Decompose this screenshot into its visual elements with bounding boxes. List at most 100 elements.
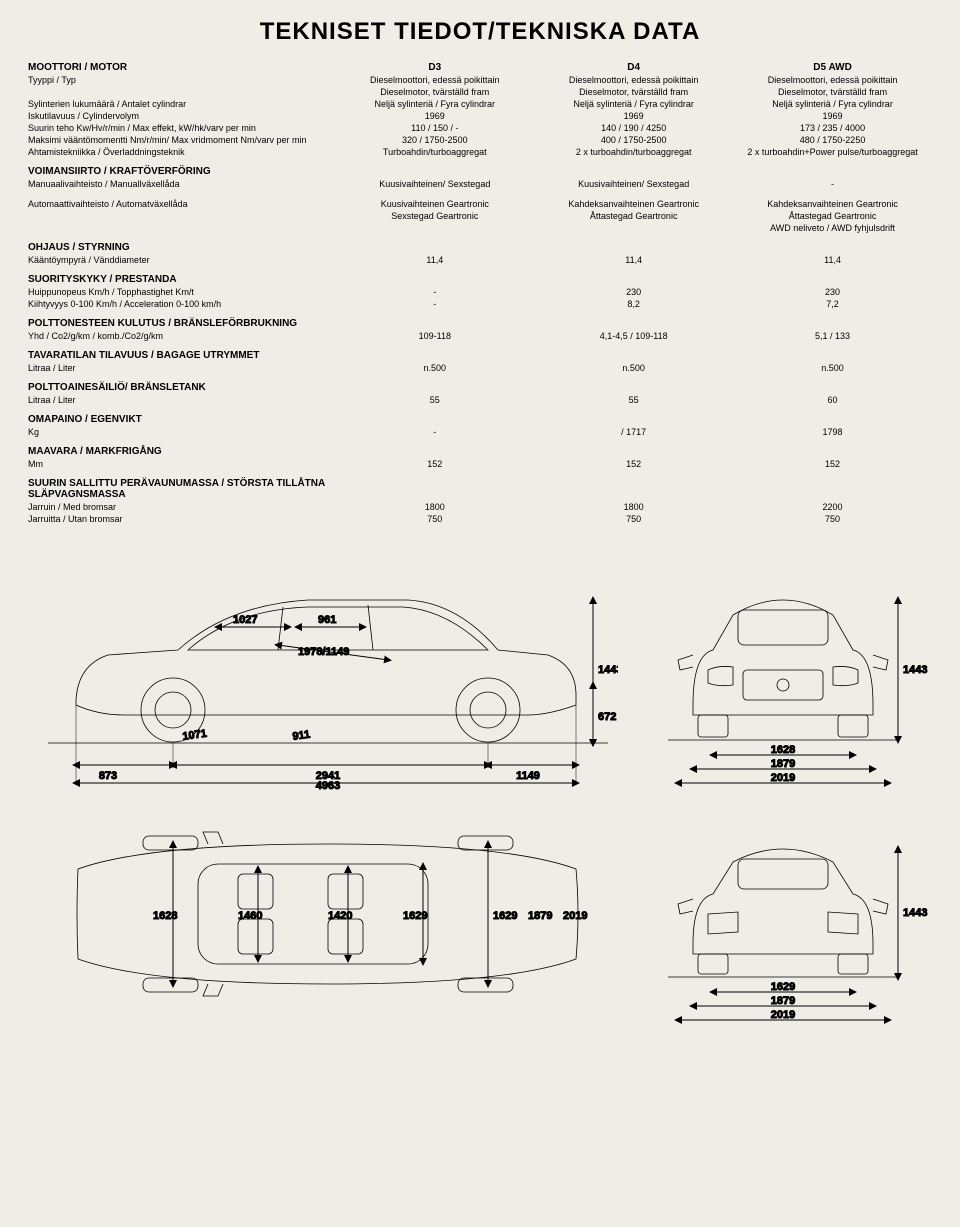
dim-side-a: 1027 [233,614,257,626]
cell: Kuusivaihteinen/ Sexstegad [335,178,534,190]
dim-side-c: 1978/1149 [298,646,349,658]
cell: Turboahdin/turboaggregat [335,146,534,158]
cell: Åttastegad Geartronic [733,210,932,222]
dim-side-b: 961 [318,614,336,626]
dim-f1-mw: 1879 [771,758,795,770]
cell: 2 x turboahdin/turboaggregat [534,146,733,158]
cell: 152 [534,458,733,470]
row-label: Mm [28,458,335,470]
row-label: Yhd / Co2/g/km / komb./Co2/g/km [28,330,335,342]
section-fuel: POLTTONESTEEN KULUTUS / BRÄNSLEFÖRBRUKNI… [28,310,335,330]
cell: Dieselmotor, tvärställd fram [733,86,932,98]
diagram-front2: 1443 1629 1879 2019 [638,814,928,1029]
cell: - [335,286,534,298]
cell: 11,4 [534,254,733,266]
page-title: TEKNISET TIEDOT/TEKNISKA DATA [28,18,932,46]
section-trans: VOIMANSIIRTO / KRAFTÖVERFÖRING [28,158,335,178]
row-label: Automaattivaihteisto / Automatväxellåda [28,198,335,210]
dim-side-ohf: 873 [99,770,117,782]
dim-top-g: 2019 [563,910,587,922]
dim-f2-tw: 1629 [771,981,795,993]
dim-side-e: 911 [292,729,311,743]
dim-top-c: 1420 [328,910,352,922]
row-label [28,86,335,98]
cell: 109-118 [335,330,534,342]
row-label: Jarruitta / Utan bromsar [28,513,335,525]
cell: 11,4 [335,254,534,266]
dim-top-a: 1628 [153,910,177,922]
row-label: Huippunopeus Km/h / Topphastighet Km/t [28,286,335,298]
row-label: Litraa / Liter [28,362,335,374]
row-label: Sylinterien lukumäärä / Antalet cylindra… [28,98,335,110]
cell: 750 [733,513,932,525]
cell: 152 [335,458,534,470]
header-d4: D4 [534,62,733,74]
diagram-area: 1027 961 1978/1149 873 2941 1149 4963 [28,555,932,1029]
cell: 400 / 1750-2500 [534,134,733,146]
dim-side-g: 672 [598,711,616,723]
cell: Kuusivaihteinen Geartronic [335,198,534,210]
cell: - [733,178,932,190]
row-label: Kg [28,426,335,438]
section-clearance: MAAVARA / MARKFRIGÅNG [28,438,335,458]
cell: 320 / 1750-2500 [335,134,534,146]
cell: 2 x turboahdin+Power pulse/turboaggregat [733,146,932,158]
cell: 750 [335,513,534,525]
dim-top-b: 1460 [238,910,262,922]
cell: Sexstegad Geartronic [335,210,534,222]
diagram-side: 1027 961 1978/1149 873 2941 1149 4963 [28,555,618,790]
cell: 1800 [335,501,534,513]
dim-top-d: 1629 [403,910,427,922]
row-label [28,210,335,222]
cell: 230 [733,286,932,298]
cell: 1969 [335,110,534,122]
header-d5: D5 AWD [733,62,932,74]
dim-f1-ow: 2019 [771,772,795,784]
cell: 230 [534,286,733,298]
cell: Dieselmoottori, edessä poikittain [534,74,733,86]
cell: Dieselmoottori, edessä poikittain [335,74,534,86]
dim-f2-ow: 2019 [771,1009,795,1021]
section-perf: SUORITYSKYKY / PRESTANDA [28,266,335,286]
cell: 110 / 150 / - [335,122,534,134]
section-steer: OHJAUS / STYRNING [28,234,335,254]
cell: 1969 [733,110,932,122]
dim-top-f: 1879 [528,910,552,922]
row-label: Suurin teho Kw/Hv/r/min / Max effekt, kW… [28,122,335,134]
cell: 173 / 235 / 4000 [733,122,932,134]
cell: Kahdeksanvaihteinen Geartronic [534,198,733,210]
cell: 1798 [733,426,932,438]
cell: Neljä sylinteriä / Fyra cylindrar [733,98,932,110]
cell: Åttastegad Geartronic [534,210,733,222]
cell: Kahdeksanvaihteinen Geartronic [733,198,932,210]
cell: Neljä sylinteriä / Fyra cylindrar [335,98,534,110]
row-label: Tyyppi / Typ [28,74,335,86]
dim-f1-h: 1443 [903,664,927,676]
cell: 7,2 [733,298,932,310]
cell: 60 [733,394,932,406]
row-label: Kääntöympyrä / Vänddiameter [28,254,335,266]
dim-f2-mw: 1879 [771,995,795,1007]
cell: 140 / 190 / 4250 [534,122,733,134]
cell: 480 / 1750-2250 [733,134,932,146]
cell: Dieselmotor, tvärställd fram [335,86,534,98]
cell: 55 [534,394,733,406]
cell: 2200 [733,501,932,513]
cell: Dieselmotor, tvärställd fram [534,86,733,98]
row-label: Ahtamistekniikka / Överladdningsteknik [28,146,335,158]
section-cargo: TAVARATILAN TILAVUUS / BAGAGE UTRYMMET [28,342,335,362]
cell: 750 [534,513,733,525]
section-trailer: SUURIN SALLITTU PERÄVAUNUMASSA / STÖRSTA… [28,470,335,501]
cell: n.500 [733,362,932,374]
dim-side-f: 1443 [598,664,618,676]
cell: AWD neliveto / AWD fyhjulsdrift [733,222,932,234]
section-weight: OMAPAINO / EGENVIKT [28,406,335,426]
cell: 8,2 [534,298,733,310]
row-label: Iskutilavuus / Cylindervolym [28,110,335,122]
section-motor: MOOTTORI / MOTOR [28,62,335,74]
cell: 11,4 [733,254,932,266]
cell: 1800 [534,501,733,513]
cell: 1969 [534,110,733,122]
row-label: Manuaalivaihteisto / Manuallväxellåda [28,178,335,190]
cell: - [335,426,534,438]
